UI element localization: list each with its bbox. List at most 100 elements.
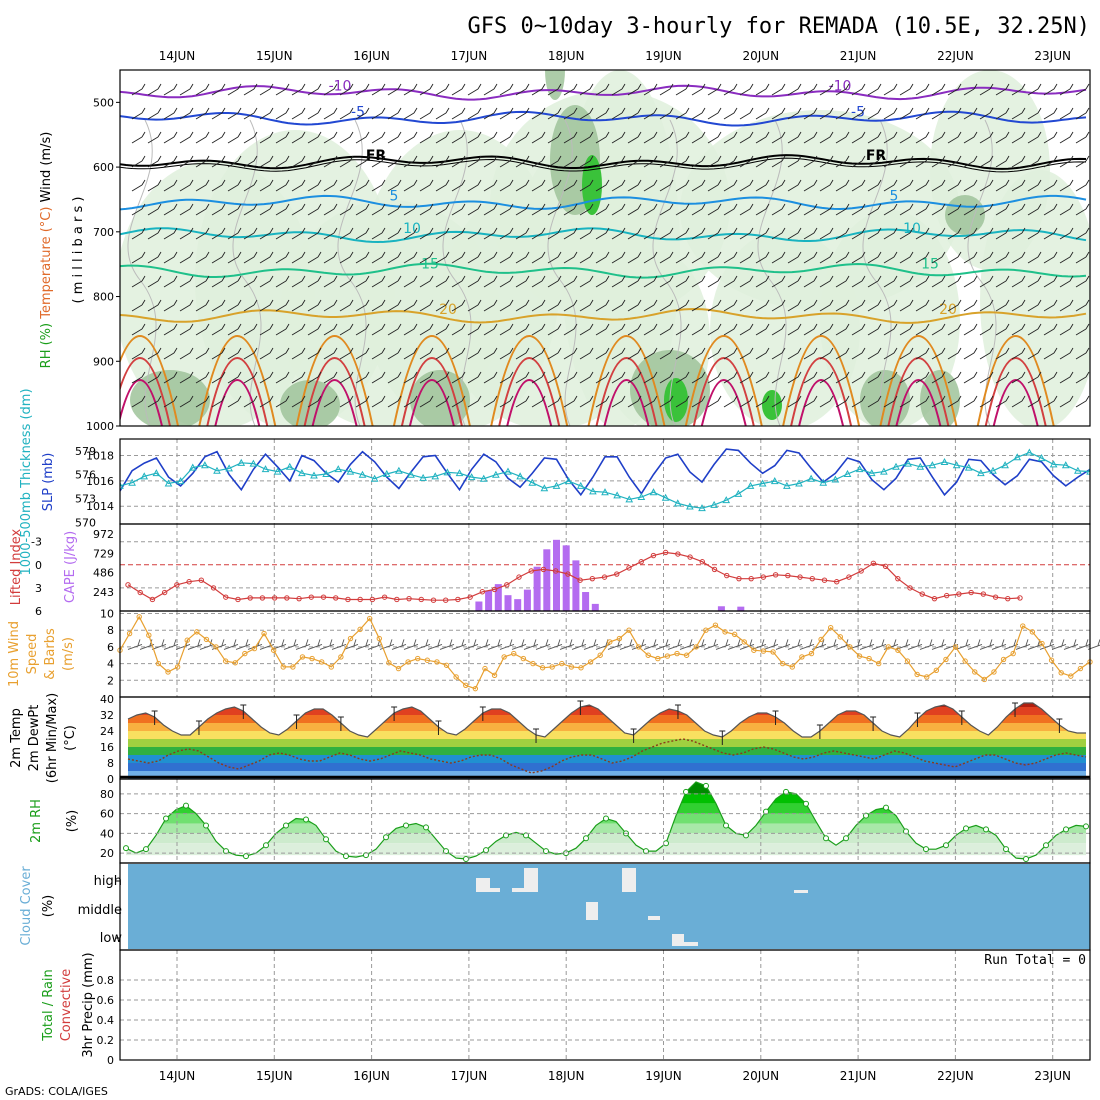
- thickness-point: [746, 481, 755, 489]
- cloud-ylabel: Cloud Cover: [19, 866, 34, 946]
- wind-barb: [227, 131, 242, 144]
- wind-barb: [899, 179, 914, 192]
- wind-barb: [355, 395, 370, 408]
- wind-barb: [707, 371, 722, 384]
- wind-barb: [899, 299, 914, 312]
- wind-barb: [947, 275, 962, 288]
- date-label-bottom: 23JUN: [1034, 1069, 1071, 1083]
- wind-barb: [243, 395, 258, 408]
- wind-barb: [627, 155, 642, 168]
- cloud-ylabel-units: (%): [41, 895, 56, 918]
- wind-barb: [563, 347, 578, 360]
- wind-barb: [1063, 639, 1079, 650]
- wind-barb: [259, 203, 274, 216]
- wind-barb: [483, 131, 498, 144]
- wind-barb: [275, 83, 290, 96]
- thickness-point: [1025, 448, 1034, 456]
- wind-barb: [963, 131, 978, 144]
- wind-barb: [467, 299, 482, 312]
- lifted-index-point: [430, 597, 437, 603]
- wind-barb: [563, 251, 578, 264]
- wind-barb: [467, 179, 482, 192]
- wind-barb: [403, 107, 418, 120]
- wind-barb: [371, 83, 386, 96]
- wind-barb: [755, 275, 770, 288]
- wind-barb: [403, 639, 419, 650]
- thickness-point: [1049, 460, 1058, 468]
- wind-barb: [675, 371, 690, 384]
- rh-point: [863, 812, 869, 819]
- thickness-point: [467, 473, 476, 481]
- wind-speed-point: [924, 674, 930, 680]
- wind-speed-point: [549, 664, 555, 670]
- wind-speed-point: [760, 648, 767, 654]
- wind-barb: [707, 155, 722, 168]
- wind-barb: [467, 107, 482, 120]
- thickness-point: [540, 484, 549, 492]
- temp-minmax-bar: [630, 728, 637, 743]
- wind-barb: [803, 395, 818, 408]
- wind-barb: [755, 347, 770, 360]
- wind-barb: [819, 395, 834, 408]
- rh-shading-high: [762, 390, 782, 420]
- isotherm-label: 15: [421, 257, 439, 273]
- wind-barb: [147, 347, 162, 360]
- rh-shading: [545, 70, 565, 100]
- wind-barb: [835, 299, 850, 312]
- wind-barb: [899, 83, 914, 96]
- wind-barb: [627, 323, 642, 336]
- wind-barb: [1043, 155, 1058, 168]
- wind-barb: [131, 251, 146, 264]
- thickness-point: [455, 469, 464, 477]
- wind-barb: [947, 395, 962, 408]
- temp-minmax-bar: [533, 728, 540, 743]
- wind-barb: [819, 179, 834, 192]
- wind-barb: [419, 155, 434, 168]
- wind-barb: [195, 155, 210, 168]
- wind-barb: [451, 83, 466, 96]
- wind-barb: [147, 227, 162, 240]
- wind-barb: [963, 83, 978, 96]
- wind-barb: [355, 131, 370, 144]
- wind-barb: [499, 155, 514, 168]
- wind-barb: [531, 395, 546, 408]
- wind-barb: [387, 323, 402, 336]
- wind-barb: [967, 639, 983, 650]
- wind-speed-point: [693, 644, 699, 650]
- cloud-block: [490, 888, 500, 892]
- thickness-point: [989, 466, 997, 474]
- wind-barb: [659, 251, 674, 264]
- rh-point: [763, 808, 769, 815]
- lifted-index-point: [1017, 595, 1023, 601]
- wind-speed-point: [146, 632, 152, 638]
- wind-barb: [867, 371, 882, 384]
- wind-barb: [475, 639, 491, 650]
- wind-barb: [867, 155, 882, 168]
- wind-barb: [675, 251, 690, 264]
- wind-barb: [451, 131, 466, 144]
- wind-barb: [387, 299, 402, 312]
- wind-barb: [467, 83, 482, 96]
- wind-barb: [275, 323, 290, 336]
- lifted-index-point: [479, 589, 486, 595]
- wind-barb: [291, 395, 306, 408]
- thickness-point: [285, 462, 294, 470]
- lifted-index-point: [406, 595, 412, 602]
- wind-barb: [387, 395, 402, 408]
- wind-barb: [283, 639, 299, 650]
- wind-barb: [691, 131, 706, 144]
- wind-barb: [579, 251, 594, 264]
- wind-barb: [931, 371, 946, 384]
- wind-barb: [563, 227, 578, 240]
- wind-barb: [835, 131, 850, 144]
- lifted-index-point: [772, 572, 779, 578]
- temperature-2m-panel: 40 32 24 16 8 0: [100, 693, 1090, 786]
- wind-barb: [659, 371, 674, 384]
- wind-barb: [627, 347, 642, 360]
- wind-barb: [323, 323, 338, 336]
- wind-barb: [227, 371, 242, 384]
- wind-barb: [1027, 203, 1042, 216]
- wind-speed-point: [482, 665, 488, 672]
- surface-temp-contour: [214, 379, 261, 426]
- wind-barb: [339, 347, 354, 360]
